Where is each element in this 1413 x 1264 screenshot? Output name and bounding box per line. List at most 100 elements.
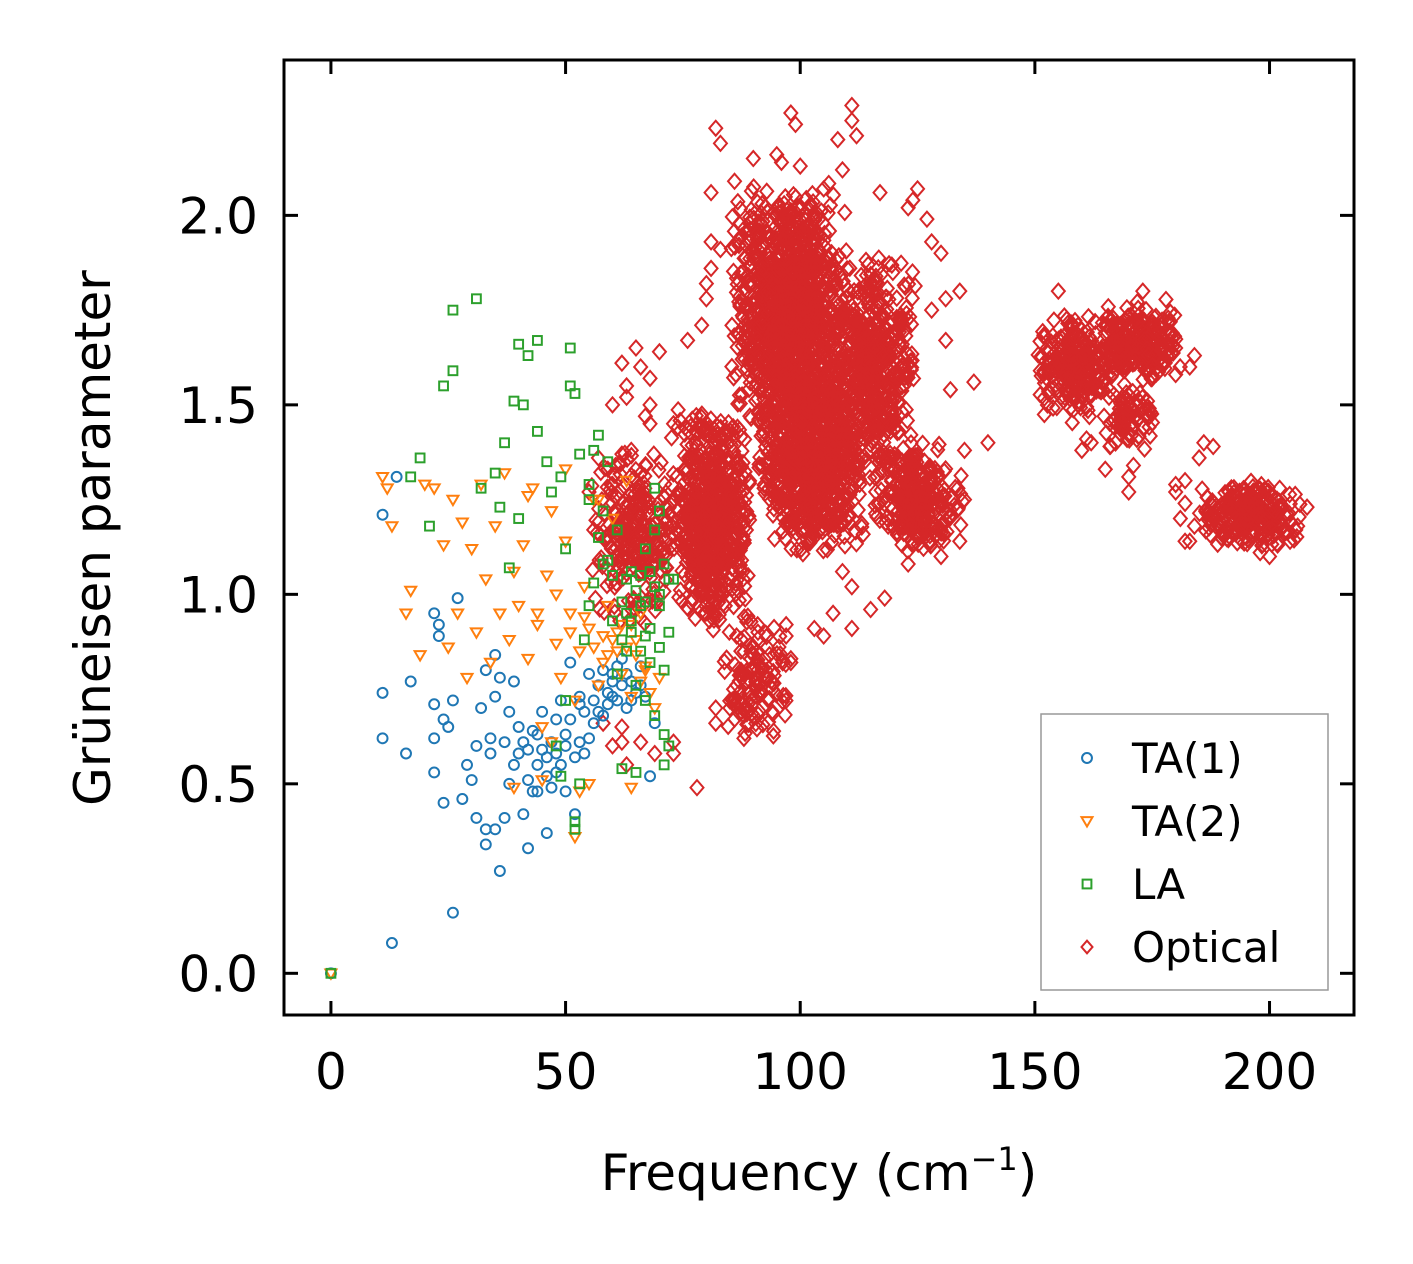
point-optical [729,536,746,555]
point-optical [701,517,718,536]
point-optical [738,327,755,346]
point-optical [716,542,733,561]
point-optical [853,518,870,537]
point-optical [792,157,809,176]
point-optical [844,96,860,115]
point-optical [1136,330,1153,349]
point-ta-1 [404,675,417,688]
point-optical [762,288,779,307]
point-optical [846,281,862,300]
point-optical [812,254,829,273]
point-optical [755,367,772,386]
point-optical [1213,517,1229,536]
point-optical [672,581,689,600]
point-optical [804,184,821,203]
point-optical [1143,332,1160,351]
point-optical [795,300,812,319]
point-optical [693,602,709,621]
point-optical [623,466,640,485]
point-optical [775,348,791,367]
point-optical [827,472,844,491]
point-optical [1239,512,1255,531]
point-optical [742,407,758,426]
point-optical [784,262,801,281]
point-optical [1070,316,1086,335]
point-optical [936,514,953,533]
point-optical [956,490,973,509]
point-optical [783,104,799,123]
point-optical [896,472,913,491]
point-optical [1056,388,1073,407]
point-optical [699,473,715,492]
point-optical [916,501,933,520]
point-optical [824,455,841,474]
point-optical [729,454,745,473]
point-optical [1059,343,1076,362]
point-optical [795,501,812,520]
point-optical [933,516,949,535]
point-optical [587,589,604,608]
point-optical [1177,494,1193,513]
point-optical [1191,448,1207,467]
point-optical [729,192,746,211]
point-optical [679,435,695,454]
point-optical [620,494,637,513]
point-optical [787,378,804,397]
point-optical [746,204,763,223]
point-optical [696,462,713,481]
point-optical [778,615,794,634]
point-optical [815,231,832,250]
point-optical [879,279,896,298]
point-optical [606,597,623,616]
point-optical [861,374,877,393]
point-optical [736,628,753,647]
point-optical [1202,525,1219,544]
point-optical [1102,437,1118,456]
point-optical [636,467,653,486]
point-optical [763,337,779,356]
point-optical [876,336,892,355]
point-optical [815,627,832,646]
point-optical [853,514,870,533]
point-optical [892,306,909,325]
point-optical [1139,392,1156,411]
point-ta-1 [451,592,464,605]
point-optical [733,630,749,649]
point-optical [1040,382,1057,401]
point-optical [716,652,733,671]
point-optical [783,539,800,558]
point-optical [761,689,778,708]
point-optical [902,515,918,534]
point-optical [771,638,787,657]
point-optical [1144,369,1161,388]
point-optical [756,476,772,495]
point-optical [794,521,810,540]
point-optical [902,425,919,444]
point-optical [876,407,893,426]
point-optical [725,537,742,556]
point-optical [898,400,915,419]
point-optical [1080,401,1096,420]
point-optical [726,691,743,710]
point-optical [900,198,916,217]
point-optical [1101,381,1118,400]
point-optical [905,536,921,555]
point-optical [1291,507,1307,526]
point-optical [758,453,775,472]
point-optical [745,149,762,168]
point-optical [823,472,840,491]
point-optical [766,529,783,548]
point-optical [651,342,668,361]
point-optical [760,338,777,357]
point-optical [726,488,743,507]
point-optical [787,430,804,449]
point-optical [865,353,882,372]
point-optical [810,488,827,507]
point-optical [802,195,819,214]
point-optical [707,119,724,138]
point-optical [804,313,820,332]
point-optical [1096,407,1112,426]
point-optical [1167,339,1184,358]
point-optical [813,294,830,313]
point-optical [766,618,782,637]
